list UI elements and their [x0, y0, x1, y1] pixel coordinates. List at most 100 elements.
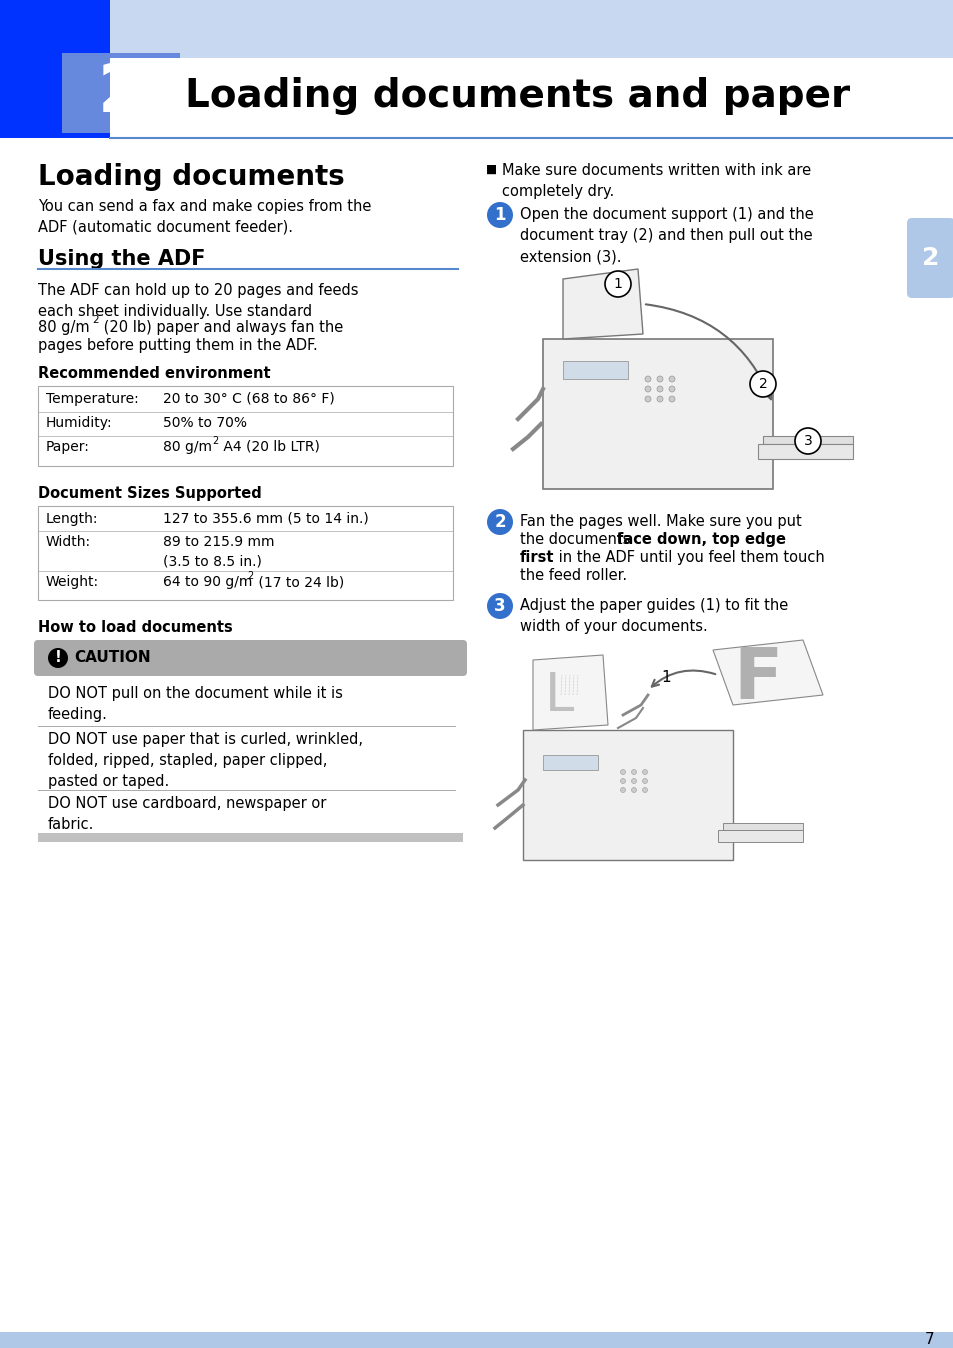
Bar [38, 506, 453, 600]
Text: Loading documents and paper: Loading documents and paper [185, 77, 849, 115]
Text: pages before putting them in the ADF.: pages before putting them in the ADF. [38, 338, 317, 353]
Text: Document Sizes Supported: Document Sizes Supported [38, 487, 261, 501]
Circle shape [657, 396, 662, 402]
Text: 1: 1 [494, 206, 505, 224]
Text: Fan the pages well. Make sure you put: Fan the pages well. Make sure you put [519, 514, 801, 528]
Bar [0, 0, 110, 137]
Bar [542, 755, 598, 770]
Text: 2: 2 [494, 514, 505, 531]
Circle shape [619, 770, 625, 775]
Bar [62, 53, 180, 133]
Bar [718, 830, 802, 842]
Text: 64 to 90 g/m: 64 to 90 g/m [163, 576, 253, 589]
Text: 89 to 215.9 mm
(3.5 to 8.5 in.): 89 to 215.9 mm (3.5 to 8.5 in.) [163, 535, 274, 569]
Text: CAUTION: CAUTION [74, 651, 151, 666]
FancyBboxPatch shape [906, 218, 953, 298]
FancyArrowPatch shape [645, 305, 771, 399]
Circle shape [668, 386, 675, 392]
Text: F: F [732, 644, 781, 714]
Text: 80 g/m: 80 g/m [38, 319, 90, 336]
Text: 20 to 30° C (68 to 86° F): 20 to 30° C (68 to 86° F) [163, 392, 335, 406]
Text: !: ! [54, 651, 61, 666]
Text: Paper:: Paper: [46, 439, 90, 454]
Text: 2: 2 [922, 245, 939, 270]
Bar [762, 435, 852, 443]
FancyArrowPatch shape [651, 670, 715, 686]
Text: Humidity:: Humidity: [46, 417, 112, 430]
Circle shape [794, 429, 821, 454]
Circle shape [48, 648, 68, 669]
Polygon shape [562, 270, 642, 338]
Text: DO NOT use cardboard, newspaper or
fabric.: DO NOT use cardboard, newspaper or fabri… [48, 797, 326, 832]
Circle shape [644, 386, 650, 392]
Text: 50% to 70%: 50% to 70% [163, 417, 247, 430]
Text: 127 to 355.6 mm (5 to 14 in.): 127 to 355.6 mm (5 to 14 in.) [163, 512, 369, 526]
Bar [722, 824, 802, 830]
Bar [0, 0, 953, 58]
Text: ■: ■ [485, 163, 497, 177]
Circle shape [668, 376, 675, 381]
Circle shape [644, 396, 650, 402]
Circle shape [749, 371, 775, 398]
Text: first: first [519, 550, 554, 565]
Text: How to load documents: How to load documents [38, 620, 233, 635]
Text: Width:: Width: [46, 535, 91, 549]
Text: 7: 7 [924, 1333, 934, 1348]
Text: The ADF can hold up to 20 pages and feeds
each sheet individually. Use standard: The ADF can hold up to 20 pages and feed… [38, 283, 358, 319]
Text: Weight:: Weight: [46, 576, 99, 589]
Circle shape [631, 770, 636, 775]
Text: Open the document support (1) and the
document tray (2) and then pull out the
ex: Open the document support (1) and the do… [519, 208, 813, 264]
Polygon shape [533, 655, 607, 731]
Circle shape [486, 202, 513, 228]
Text: 3: 3 [494, 597, 505, 615]
Circle shape [641, 787, 647, 793]
Text: You can send a fax and make copies from the
ADF (automatic document feeder).: You can send a fax and make copies from … [38, 200, 371, 235]
Bar [758, 443, 852, 460]
Text: face down, top edge: face down, top edge [617, 532, 785, 547]
Circle shape [641, 779, 647, 783]
Text: Length:: Length: [46, 512, 98, 526]
Text: DO NOT pull on the document while it is
feeding.: DO NOT pull on the document while it is … [48, 686, 342, 723]
Text: Temperature:: Temperature: [46, 392, 138, 406]
Text: 1: 1 [613, 276, 621, 291]
FancyBboxPatch shape [34, 640, 467, 675]
Circle shape [631, 779, 636, 783]
Circle shape [644, 376, 650, 381]
Text: DO NOT use paper that is curled, wrinkled,
folded, ripped, stapled, paper clippe: DO NOT use paper that is curled, wrinkle… [48, 732, 363, 789]
Circle shape [641, 770, 647, 775]
Circle shape [657, 376, 662, 381]
Circle shape [657, 386, 662, 392]
Circle shape [486, 510, 513, 535]
Bar [38, 833, 462, 842]
Text: the feed roller.: the feed roller. [519, 568, 626, 582]
Text: (17 to 24 lb): (17 to 24 lb) [253, 576, 344, 589]
Text: 2: 2 [247, 572, 253, 581]
Text: 2: 2 [91, 315, 98, 325]
Circle shape [604, 271, 630, 297]
Text: 80 g/m: 80 g/m [163, 439, 212, 454]
Text: Using the ADF: Using the ADF [38, 249, 205, 270]
Bar [542, 338, 772, 489]
Text: in the ADF until you feel them touch: in the ADF until you feel them touch [554, 550, 824, 565]
Bar [522, 731, 732, 860]
Text: Loading documents: Loading documents [38, 163, 344, 191]
Bar [562, 361, 627, 379]
Text: 2: 2 [98, 61, 144, 125]
Polygon shape [712, 640, 822, 705]
Circle shape [619, 787, 625, 793]
Circle shape [486, 593, 513, 619]
Text: 2: 2 [212, 435, 218, 446]
Text: the documents: the documents [519, 532, 635, 547]
Bar [110, 58, 953, 137]
Text: (20 lb) paper and always fan the: (20 lb) paper and always fan the [99, 319, 343, 336]
Circle shape [619, 779, 625, 783]
Text: 1: 1 [660, 670, 670, 685]
Text: Adjust the paper guides (1) to fit the
width of your documents.: Adjust the paper guides (1) to fit the w… [519, 599, 787, 634]
Text: L: L [544, 670, 574, 723]
Text: 2: 2 [758, 377, 766, 391]
Bar [0, 1332, 953, 1348]
Circle shape [668, 396, 675, 402]
Text: Recommended environment: Recommended environment [38, 367, 271, 381]
Bar [38, 386, 453, 466]
Text: A4 (20 lb LTR): A4 (20 lb LTR) [219, 439, 319, 454]
